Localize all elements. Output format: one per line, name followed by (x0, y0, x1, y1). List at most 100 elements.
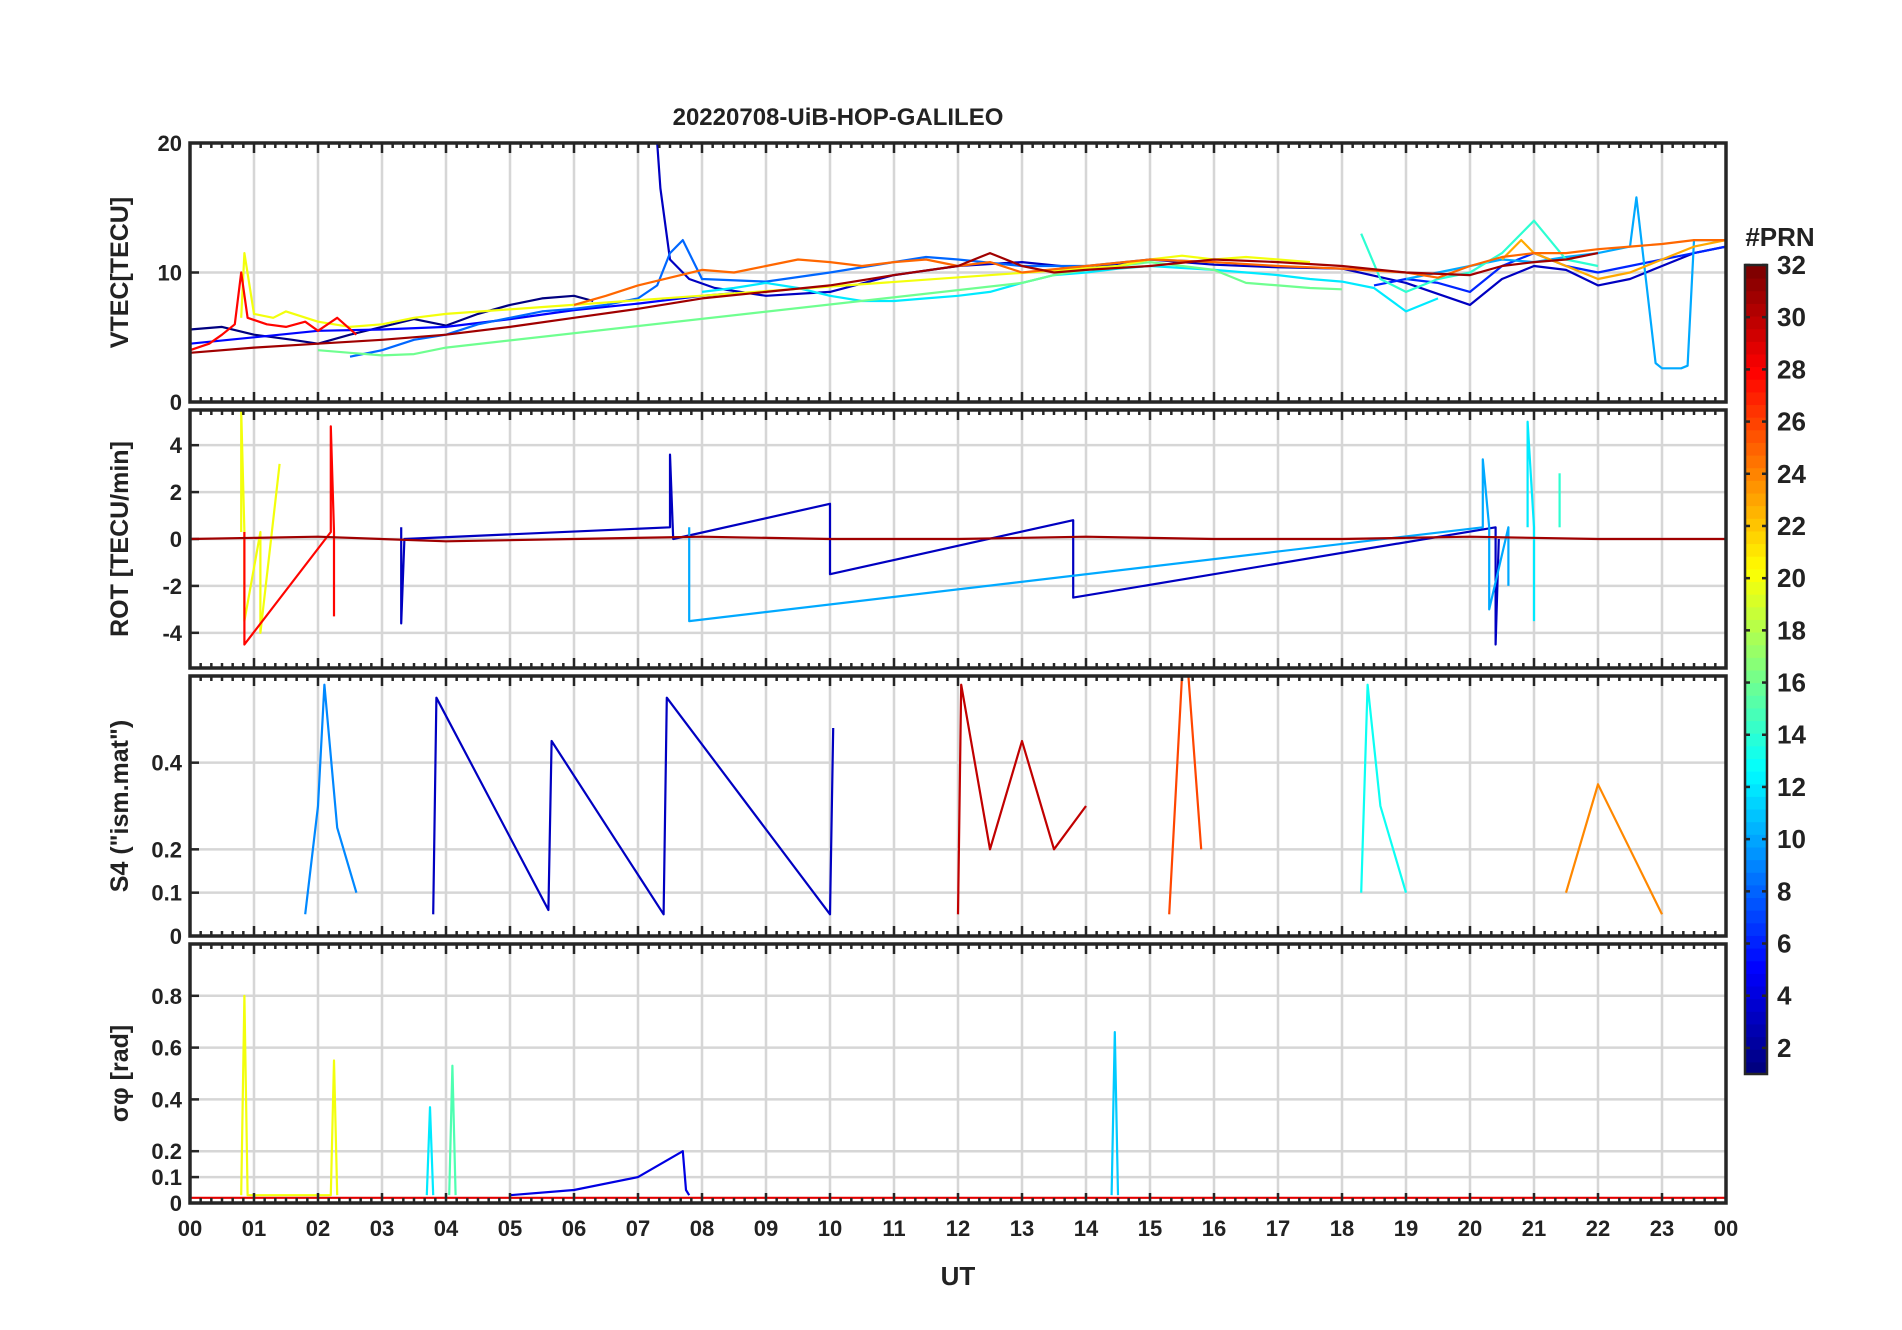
colorbar-segment (1745, 985, 1767, 1000)
x-tick-label: 15 (1138, 1216, 1162, 1241)
x-tick-label: 10 (818, 1216, 842, 1241)
colorbar-segment (1745, 694, 1767, 709)
series-line-prn-16 (317, 261, 1343, 357)
colorbar-segment (1745, 543, 1767, 557)
x-tick-label: 11 (882, 1216, 905, 1241)
x-tick-label: 16 (1202, 1216, 1226, 1241)
colorbar-segment (1745, 618, 1767, 633)
colorbar-tick-label: 16 (1777, 668, 1806, 698)
y-tick-label: 0.1 (151, 881, 182, 906)
series-line-prn-25 (573, 239, 1726, 306)
colorbar-segment (1745, 871, 1767, 886)
colorbar-tick-label: 28 (1777, 354, 1806, 384)
colorbar-tick-label: 18 (1777, 615, 1806, 645)
colorbar-segment (1745, 897, 1767, 911)
colorbar-segment (1745, 922, 1767, 936)
x-tick-label: 13 (1010, 1216, 1034, 1241)
colorbar-frame (1743, 263, 1769, 1076)
colorbar-segment (1745, 492, 1767, 507)
colorbar-label: #PRN (1745, 222, 1814, 252)
y-tick-label: -2 (162, 574, 182, 599)
panel-rot: -4 -2 0 2 4 ROT [TECU/min] (106, 408, 1728, 670)
colorbar-segment (1745, 972, 1767, 987)
colorbar-segment (1745, 593, 1767, 608)
panel-vtec: 0 10 20 VTEC[TECU] (106, 131, 1728, 415)
x-tick-label: 22 (1586, 1216, 1610, 1241)
colorbar-segment (1745, 745, 1767, 759)
colorbar-segment (1745, 808, 1767, 823)
colorbar-tick-label: 20 (1777, 563, 1806, 593)
colorbar-segment (1745, 340, 1767, 355)
series-line-prn-3 (656, 143, 1726, 306)
colorbar-segment (1745, 947, 1767, 962)
series-line-prn-12 (1526, 420, 1536, 622)
y-tick-label: 0 (170, 390, 182, 415)
series-line-prn-31 (190, 252, 1599, 354)
figure-title: 20220708-UiB-HOP-GALILEO (673, 104, 1004, 131)
colorbar-segment (1745, 1048, 1767, 1063)
x-axis-label: UT (941, 1261, 976, 1291)
x-tick-label: 20 (1458, 1216, 1482, 1241)
colorbar-segment (1745, 1061, 1767, 1075)
colorbar-segment (1745, 656, 1767, 671)
x-tick-label: 01 (242, 1216, 266, 1241)
colorbar-segment (1745, 770, 1767, 785)
x-tick-label: 19 (1394, 1216, 1418, 1241)
x-tick-label: 17 (1266, 1216, 1290, 1241)
x-tick-label: 04 (434, 1216, 459, 1241)
colorbar-segment (1745, 1010, 1767, 1025)
series-group (190, 410, 1726, 646)
x-tick-label: 05 (498, 1216, 522, 1241)
colorbar-segment (1745, 644, 1767, 658)
series-line-prn-30 (956, 683, 1087, 915)
colorbar-segment (1745, 682, 1767, 696)
colorbar-tick-label: 24 (1777, 459, 1806, 489)
colorbar-segment (1745, 846, 1767, 861)
series-line-prn-14 (1360, 219, 1599, 293)
colorbar-tick-label: 14 (1777, 720, 1806, 750)
y-tick-label: 2 (170, 480, 182, 505)
colorbar-tick-label: 30 (1777, 302, 1806, 332)
series-line-prn-31 (190, 535, 1726, 543)
x-tick-label: 12 (946, 1216, 970, 1241)
colorbar-segment (1745, 517, 1767, 532)
series-line-prn-26 (1168, 676, 1203, 915)
colorbar-segment (1745, 290, 1767, 304)
colorbar-segment (1745, 302, 1767, 317)
series-line-prn-10 (688, 458, 1510, 623)
series-line-prn-23 (1501, 239, 1726, 281)
series-line-prn-8 (349, 239, 1215, 358)
series-line-prn-28 (190, 271, 358, 352)
colorbar-segment (1745, 429, 1767, 443)
y-tick-label: 0.2 (151, 837, 182, 862)
colorbar-segment (1745, 479, 1767, 494)
y-tick-label: 0.2 (151, 1139, 182, 1164)
panel-frame (188, 674, 1728, 938)
series-group (190, 143, 1726, 370)
panel-sigma_phi: 00.10.2 0.4 0.6 0.8 σφ [rad] (106, 942, 1728, 1216)
colorbar-segment (1745, 530, 1767, 545)
panel-frame (188, 141, 1728, 404)
colorbar-segment (1745, 795, 1767, 810)
colorbar-segment (1745, 934, 1767, 949)
series-line-prn-13 (1360, 683, 1408, 894)
y-tick-label: 0 (170, 1191, 182, 1216)
y-axis-label-rot: ROT [TECU/min] (106, 441, 134, 637)
colorbar-tick-label: 2 (1777, 1033, 1791, 1063)
colorbar-segment (1745, 568, 1767, 583)
colorbar-segment (1745, 833, 1767, 848)
colorbar-tick-label: 32 (1777, 250, 1806, 280)
series-line-prn-10 (1405, 196, 1726, 370)
colorbar-segment (1745, 1023, 1767, 1038)
colorbar-tick-label: 12 (1777, 772, 1806, 802)
colorbar-segment (1745, 581, 1767, 595)
y-tick-label: 0.1 (151, 1165, 182, 1190)
x-axis: 00 01 02 03 04 05 06 07 08 09 10 11 12 13 14 15 16 17 18 19… (178, 1216, 1738, 1241)
y-tick-label: -4 (162, 621, 182, 646)
colorbar-segment (1745, 757, 1767, 772)
colorbar-segment (1745, 960, 1767, 974)
y-tick-label: 0.8 (151, 984, 182, 1009)
